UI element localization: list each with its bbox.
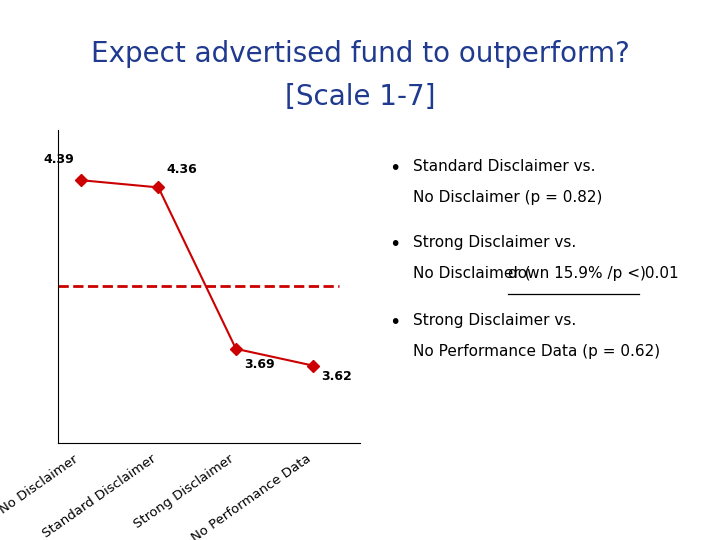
Text: ): ) — [639, 266, 645, 281]
Text: 4.36: 4.36 — [166, 163, 197, 176]
Text: •: • — [389, 235, 400, 254]
Text: Strong Disclaimer vs.: Strong Disclaimer vs. — [413, 313, 576, 328]
Text: No Disclaimer (p = 0.82): No Disclaimer (p = 0.82) — [413, 190, 602, 205]
Text: [Scale 1-7]: [Scale 1-7] — [284, 83, 436, 111]
Text: 3.69: 3.69 — [243, 358, 274, 371]
Text: No Performance Data (p = 0.62): No Performance Data (p = 0.62) — [413, 344, 660, 359]
Text: •: • — [389, 313, 400, 332]
Text: No Disclaimer (: No Disclaimer ( — [413, 266, 530, 281]
Text: 3.62: 3.62 — [321, 370, 352, 383]
Text: Strong Disclaimer vs.: Strong Disclaimer vs. — [413, 235, 576, 250]
Text: Standard Disclaimer vs.: Standard Disclaimer vs. — [413, 159, 595, 174]
Text: •: • — [389, 159, 400, 178]
Text: 4.39: 4.39 — [44, 153, 75, 166]
Text: down 15.9% /p < 0.01: down 15.9% /p < 0.01 — [508, 266, 678, 281]
Text: Expect advertised fund to outperform?: Expect advertised fund to outperform? — [91, 40, 629, 68]
